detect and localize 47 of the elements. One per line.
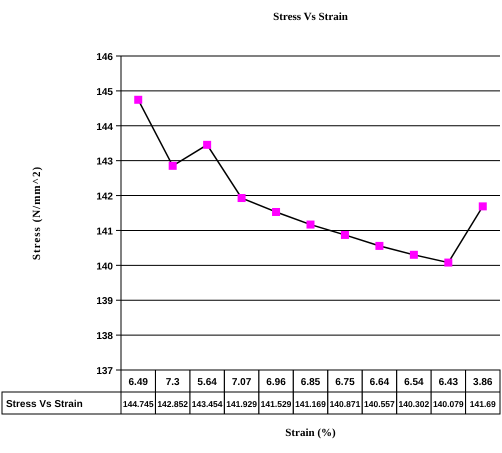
y-tick-label: 145 [96, 86, 114, 98]
y-tick-label: 140 [96, 261, 114, 272]
y-tick-label: 141 [96, 226, 114, 238]
x-tick-label: 6.64 [370, 377, 390, 388]
data-label: 143.454 [192, 399, 223, 409]
data-label: 140.302 [398, 399, 430, 409]
data-label: 142.852 [157, 399, 188, 409]
y-tick-label: 146 [96, 52, 114, 63]
data-label: 140.079 [432, 399, 464, 409]
x-tick-label: 6.54 [404, 377, 424, 388]
point [272, 208, 280, 216]
data-label: 140.557 [364, 399, 396, 409]
x-tick-label: 6.49 [128, 377, 148, 388]
x-tick-label: 7.07 [232, 377, 252, 388]
point [340, 230, 349, 239]
data-label: 141.929 [226, 399, 258, 409]
x-tick-label: 6.43 [438, 377, 458, 388]
data-label: 141.529 [260, 399, 292, 409]
data-label: 140.871 [330, 399, 361, 409]
text: Stress Vs Strain [6, 399, 83, 410]
point [134, 96, 142, 104]
point [168, 162, 177, 170]
y-tick-label: 144 [96, 122, 114, 133]
point [203, 140, 212, 149]
y-tick-label: 143 [96, 156, 114, 168]
point [444, 258, 452, 267]
point [478, 202, 487, 210]
x-tick-label: 6.96 [266, 377, 286, 388]
point [375, 242, 384, 250]
x-tick-label: 6.75 [335, 377, 356, 388]
y-tick-label: 137 [96, 366, 114, 377]
point [238, 194, 246, 202]
chart-title: Stress Vs Strain [273, 11, 348, 23]
x-tick-label: 6.85 [300, 377, 321, 388]
x-tick-label: 5.64 [197, 377, 218, 388]
data-label: 144.745 [122, 399, 154, 409]
point [410, 250, 418, 259]
data-label: 141.169 [295, 399, 326, 409]
y-axis-title: Stress (N/mm^2) [31, 166, 43, 260]
y-tick-label: 139 [96, 296, 114, 308]
x-tick-label: 3.86 [473, 377, 493, 388]
x-axis-title: Strain (%) [285, 427, 336, 439]
y-tick-label: 142 [96, 192, 114, 203]
x-tick-label: 7.3 [166, 377, 180, 388]
y-tick-label: 138 [96, 331, 114, 342]
point [306, 220, 314, 229]
data-label: 141.69 [470, 399, 496, 409]
